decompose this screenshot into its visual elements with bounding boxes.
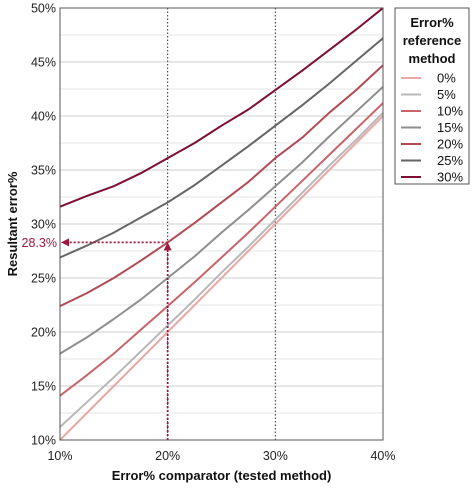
series-line-25: [59, 37, 384, 259]
legend-title-line-1: Error%: [410, 15, 454, 30]
series-line-10: [59, 102, 384, 397]
annotation-label: 28.3%: [22, 236, 57, 250]
series-line-30: [59, 7, 384, 208]
legend-title-line-3: method: [409, 51, 456, 66]
y-tick-label: 10%: [31, 434, 56, 448]
series-line-20: [59, 64, 384, 308]
legend: Error% reference method 0%5% 10%15% 20%25%…: [394, 7, 470, 185]
legend-entry-5: 5%: [437, 87, 456, 102]
tick-labels: 10% 15% 20% 25% 30% 35% 40% 45% 50% 10% 20% 30% 40%: [31, 2, 396, 464]
legend-entry-25: 25%: [437, 153, 463, 168]
y-tick-label: 15%: [31, 380, 56, 394]
y-tick-label: 25%: [31, 272, 56, 286]
x-tick-label: 40%: [370, 449, 395, 463]
legend-box: [394, 7, 470, 185]
x-axis-title: Error% comparator (tested method): [112, 468, 332, 483]
series-line-15: [59, 86, 384, 355]
legend-entry-30: 30%: [437, 170, 463, 185]
y-tick-label: 30%: [31, 218, 56, 232]
legend-title-line-2: reference: [403, 33, 462, 48]
legend-entry-10: 10%: [437, 104, 463, 119]
grid: [59, 8, 384, 440]
series-lines: [59, 7, 384, 441]
annotation: 28.3%: [22, 236, 172, 440]
legend-entry-15: 15%: [437, 120, 463, 135]
legend-entry-0: 0%: [437, 71, 456, 86]
plot-frame: [59, 7, 384, 441]
y-axis-title: Resultant error%: [5, 171, 20, 276]
x-tick-label: 30%: [263, 449, 288, 463]
series-line-5: [59, 112, 384, 428]
y-tick-label: 45%: [31, 56, 56, 70]
x-tick-label: 10%: [47, 449, 72, 463]
annotation-arrowhead-left: [61, 238, 69, 247]
annotation-arrowhead-up: [163, 242, 172, 251]
y-tick-label: 40%: [31, 110, 56, 124]
y-tick-label: 35%: [31, 164, 56, 178]
series-line-0: [59, 115, 384, 441]
y-tick-label: 20%: [31, 326, 56, 340]
y-tick-label: 50%: [31, 2, 56, 16]
x-tick-label: 20%: [155, 449, 180, 463]
legend-entry-20: 20%: [437, 137, 463, 152]
